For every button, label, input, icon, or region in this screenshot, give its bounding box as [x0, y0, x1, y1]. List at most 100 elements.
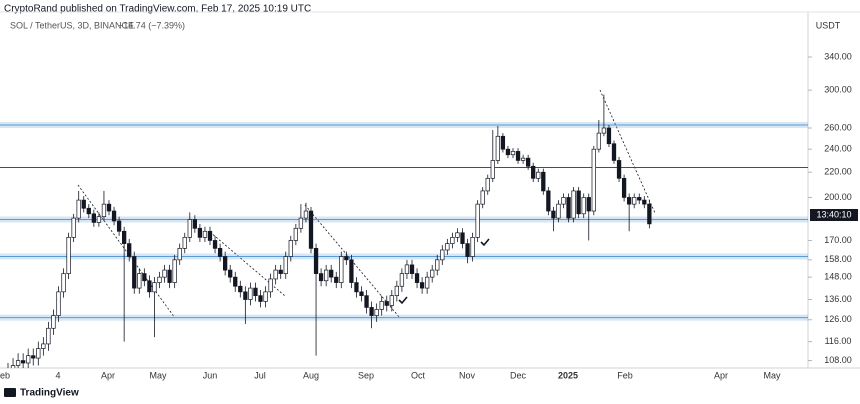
candle-body — [132, 256, 137, 289]
candle-body — [152, 282, 157, 293]
trendline — [209, 231, 286, 297]
candle-body — [283, 256, 288, 274]
y-tick-label: 136.00 — [824, 294, 852, 304]
candle-body — [430, 269, 435, 278]
candle-body — [248, 287, 253, 300]
candle-body — [10, 365, 16, 368]
candle-body — [324, 269, 329, 282]
candle-body — [354, 282, 359, 293]
candle-body — [61, 273, 66, 293]
candle-body — [86, 207, 91, 215]
candle-body — [217, 248, 223, 257]
candle-body — [228, 269, 233, 278]
x-tick-label: Apr — [101, 370, 115, 380]
symbol: SOL / TetherUS, 3D, BINANCE — [10, 20, 134, 30]
candle-body — [647, 203, 652, 225]
candle-body — [581, 197, 586, 215]
x-tick-label: 2025 — [558, 370, 578, 380]
candle-body — [329, 269, 334, 278]
candle-body — [202, 230, 208, 238]
candle-body — [515, 151, 521, 161]
candle-body — [551, 210, 556, 219]
candle-body — [303, 210, 309, 219]
candle-body — [480, 190, 485, 205]
y-tick-label: 108.00 — [824, 355, 852, 365]
candle-body — [278, 269, 283, 274]
candle-body — [505, 148, 511, 156]
candle-body — [313, 248, 319, 274]
x-tick-label: Aug — [303, 370, 319, 380]
candle-body — [561, 197, 566, 205]
candle-body — [207, 230, 213, 241]
candle-body — [455, 232, 460, 238]
x-tick-label: 4 — [55, 370, 60, 380]
trendline — [77, 184, 176, 319]
candle-body — [460, 232, 465, 244]
candle-body — [637, 197, 642, 201]
candle-body — [450, 237, 455, 244]
candle-body — [500, 135, 506, 150]
candle-body — [172, 259, 177, 283]
candle-body — [121, 230, 127, 244]
candle-body — [182, 237, 187, 249]
candle-body — [495, 135, 500, 161]
candle-body — [26, 355, 31, 364]
candle-body — [465, 243, 470, 257]
candle-body — [616, 160, 622, 179]
candle-body — [293, 227, 298, 241]
candle-body — [414, 273, 420, 283]
change: −14.74 (−7.39%) — [118, 20, 185, 30]
candle-body — [197, 227, 203, 238]
candle-body — [76, 199, 81, 219]
candle-body — [51, 315, 56, 329]
x-tick-label: eb — [0, 370, 10, 380]
x-tick-label: Nov — [459, 370, 476, 380]
candle-body — [334, 276, 339, 283]
candle-body — [288, 240, 293, 257]
candle-body — [566, 197, 571, 219]
x-tick-label: Apr — [714, 370, 728, 380]
candle-body — [31, 355, 36, 359]
candle-body — [162, 269, 167, 278]
candle-body — [238, 285, 243, 293]
x-tick-label: Dec — [510, 370, 527, 380]
candle-body — [642, 199, 647, 205]
x-tick-label: Jun — [203, 370, 218, 380]
check-mark — [398, 296, 408, 305]
candle-body — [425, 276, 430, 289]
candle-body — [601, 127, 607, 134]
candle-body — [46, 327, 51, 345]
y-tick-label: 240.00 — [824, 144, 852, 154]
candle-body — [187, 219, 192, 238]
candle-body — [520, 157, 526, 161]
trendline — [599, 89, 656, 214]
candle-body — [621, 177, 627, 198]
x-tick-label: Feb — [617, 370, 633, 380]
candle-body — [470, 237, 475, 257]
candle-body — [399, 273, 405, 287]
candle-body — [541, 171, 546, 192]
y-tick-label: 200.00 — [824, 192, 852, 202]
candle-body — [91, 213, 97, 223]
logo-icon — [4, 388, 16, 397]
candle-body — [243, 291, 248, 300]
candle-body — [273, 269, 278, 280]
candle-body — [212, 240, 218, 249]
candle-body — [571, 190, 576, 219]
y-tick-label: 116.00 — [825, 336, 852, 346]
candle-body — [379, 301, 384, 310]
candle-body — [556, 203, 561, 219]
candle-body — [475, 203, 480, 238]
candle-body — [596, 132, 601, 150]
candle-body — [536, 171, 541, 179]
candle-body — [101, 203, 107, 218]
candle-body — [106, 203, 112, 212]
candle-body — [632, 197, 637, 205]
candle-body — [21, 360, 26, 364]
candle-body — [369, 307, 374, 316]
x-tick-label: Oct — [411, 370, 426, 380]
candle-body — [318, 273, 324, 282]
candle-body — [339, 256, 344, 283]
candle-body — [626, 197, 632, 205]
